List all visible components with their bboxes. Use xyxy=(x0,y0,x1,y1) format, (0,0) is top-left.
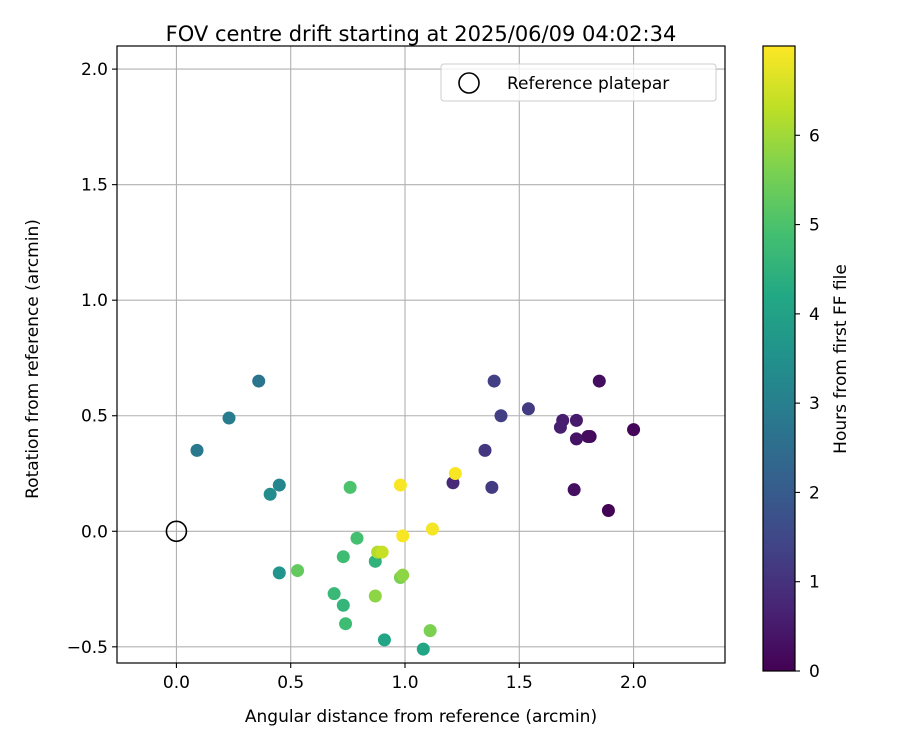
x-tick-label: 1.0 xyxy=(391,673,418,693)
y-tick-label: 0.5 xyxy=(81,407,108,427)
colorbar-tick-label: 3 xyxy=(809,394,820,414)
data-point xyxy=(553,420,567,434)
data-point xyxy=(592,374,606,388)
data-point xyxy=(478,443,492,457)
x-tick-label: 0.0 xyxy=(163,673,190,693)
data-point xyxy=(569,413,583,427)
colorbar-label: Hours from first FF file xyxy=(831,264,851,454)
data-point xyxy=(567,483,581,497)
data-point xyxy=(377,633,391,647)
data-point xyxy=(627,423,641,437)
y-tick-label: 2.0 xyxy=(81,60,108,80)
y-axis-label: Rotation from reference (arcmin) xyxy=(23,219,43,499)
x-axis-ticks: 0.0 0.5 1.0 1.5 2.0 xyxy=(163,663,647,693)
data-point xyxy=(487,374,501,388)
data-points xyxy=(190,374,641,656)
data-point xyxy=(252,374,266,388)
data-point xyxy=(263,487,277,501)
y-tick-label: 1.0 xyxy=(81,291,108,311)
data-point xyxy=(393,478,407,492)
data-point xyxy=(485,480,499,494)
x-tick-label: 1.5 xyxy=(506,673,533,693)
data-point xyxy=(343,480,357,494)
data-point xyxy=(581,430,595,444)
legend-reference-marker xyxy=(458,72,480,94)
data-point xyxy=(416,642,430,656)
colorbar-tick-label: 6 xyxy=(809,126,820,146)
plot-frame xyxy=(116,45,726,664)
x-tick-label: 2.0 xyxy=(620,673,647,693)
data-point xyxy=(425,522,439,536)
data-point xyxy=(396,568,410,582)
y-tick-label: 0.0 xyxy=(81,522,108,542)
data-point xyxy=(272,478,286,492)
grid-lines xyxy=(117,46,725,663)
colorbar-tick-label: 2 xyxy=(809,483,820,503)
colorbar-tick-label: 0 xyxy=(809,662,820,682)
data-point xyxy=(396,529,410,543)
x-tick-label: 0.5 xyxy=(277,673,304,693)
colorbar: 0 1 2 3 4 5 6 Hours from first FF file xyxy=(762,45,851,682)
data-point xyxy=(423,624,437,638)
y-tick-label: 1.5 xyxy=(81,176,108,196)
y-tick-label: −0.5 xyxy=(67,638,108,658)
data-point xyxy=(569,432,583,446)
data-point xyxy=(190,443,204,457)
colorbar-gradient xyxy=(762,45,796,672)
colorbar-tick-label: 5 xyxy=(809,216,820,236)
reference-platepar-marker xyxy=(165,520,188,543)
data-point xyxy=(222,411,236,425)
data-point xyxy=(272,566,286,580)
y-axis-ticks: −0.5 0.0 0.5 1.0 1.5 2.0 xyxy=(67,60,117,658)
colorbar-tick-label: 4 xyxy=(809,305,820,325)
legend-box xyxy=(440,63,717,102)
data-point xyxy=(327,587,341,601)
data-point xyxy=(601,503,615,517)
colorbar-tick-label: 1 xyxy=(809,573,820,593)
data-point xyxy=(336,550,350,564)
data-point xyxy=(350,531,364,545)
data-point xyxy=(339,617,353,631)
data-point xyxy=(375,545,389,559)
x-axis-label: Angular distance from reference (arcmin) xyxy=(245,707,597,727)
legend-entry-reference: Reference platepar xyxy=(507,74,669,94)
colorbar-ticks: 0 1 2 3 4 5 6 xyxy=(795,126,820,682)
data-point xyxy=(291,564,305,578)
data-point xyxy=(521,402,535,416)
data-point xyxy=(368,589,382,603)
data-point xyxy=(494,409,508,423)
data-point xyxy=(336,598,350,612)
data-point xyxy=(448,467,462,481)
chart-title: FOV centre drift starting at 2025/06/09 … xyxy=(166,22,677,46)
legend: Reference platepar xyxy=(440,63,717,102)
